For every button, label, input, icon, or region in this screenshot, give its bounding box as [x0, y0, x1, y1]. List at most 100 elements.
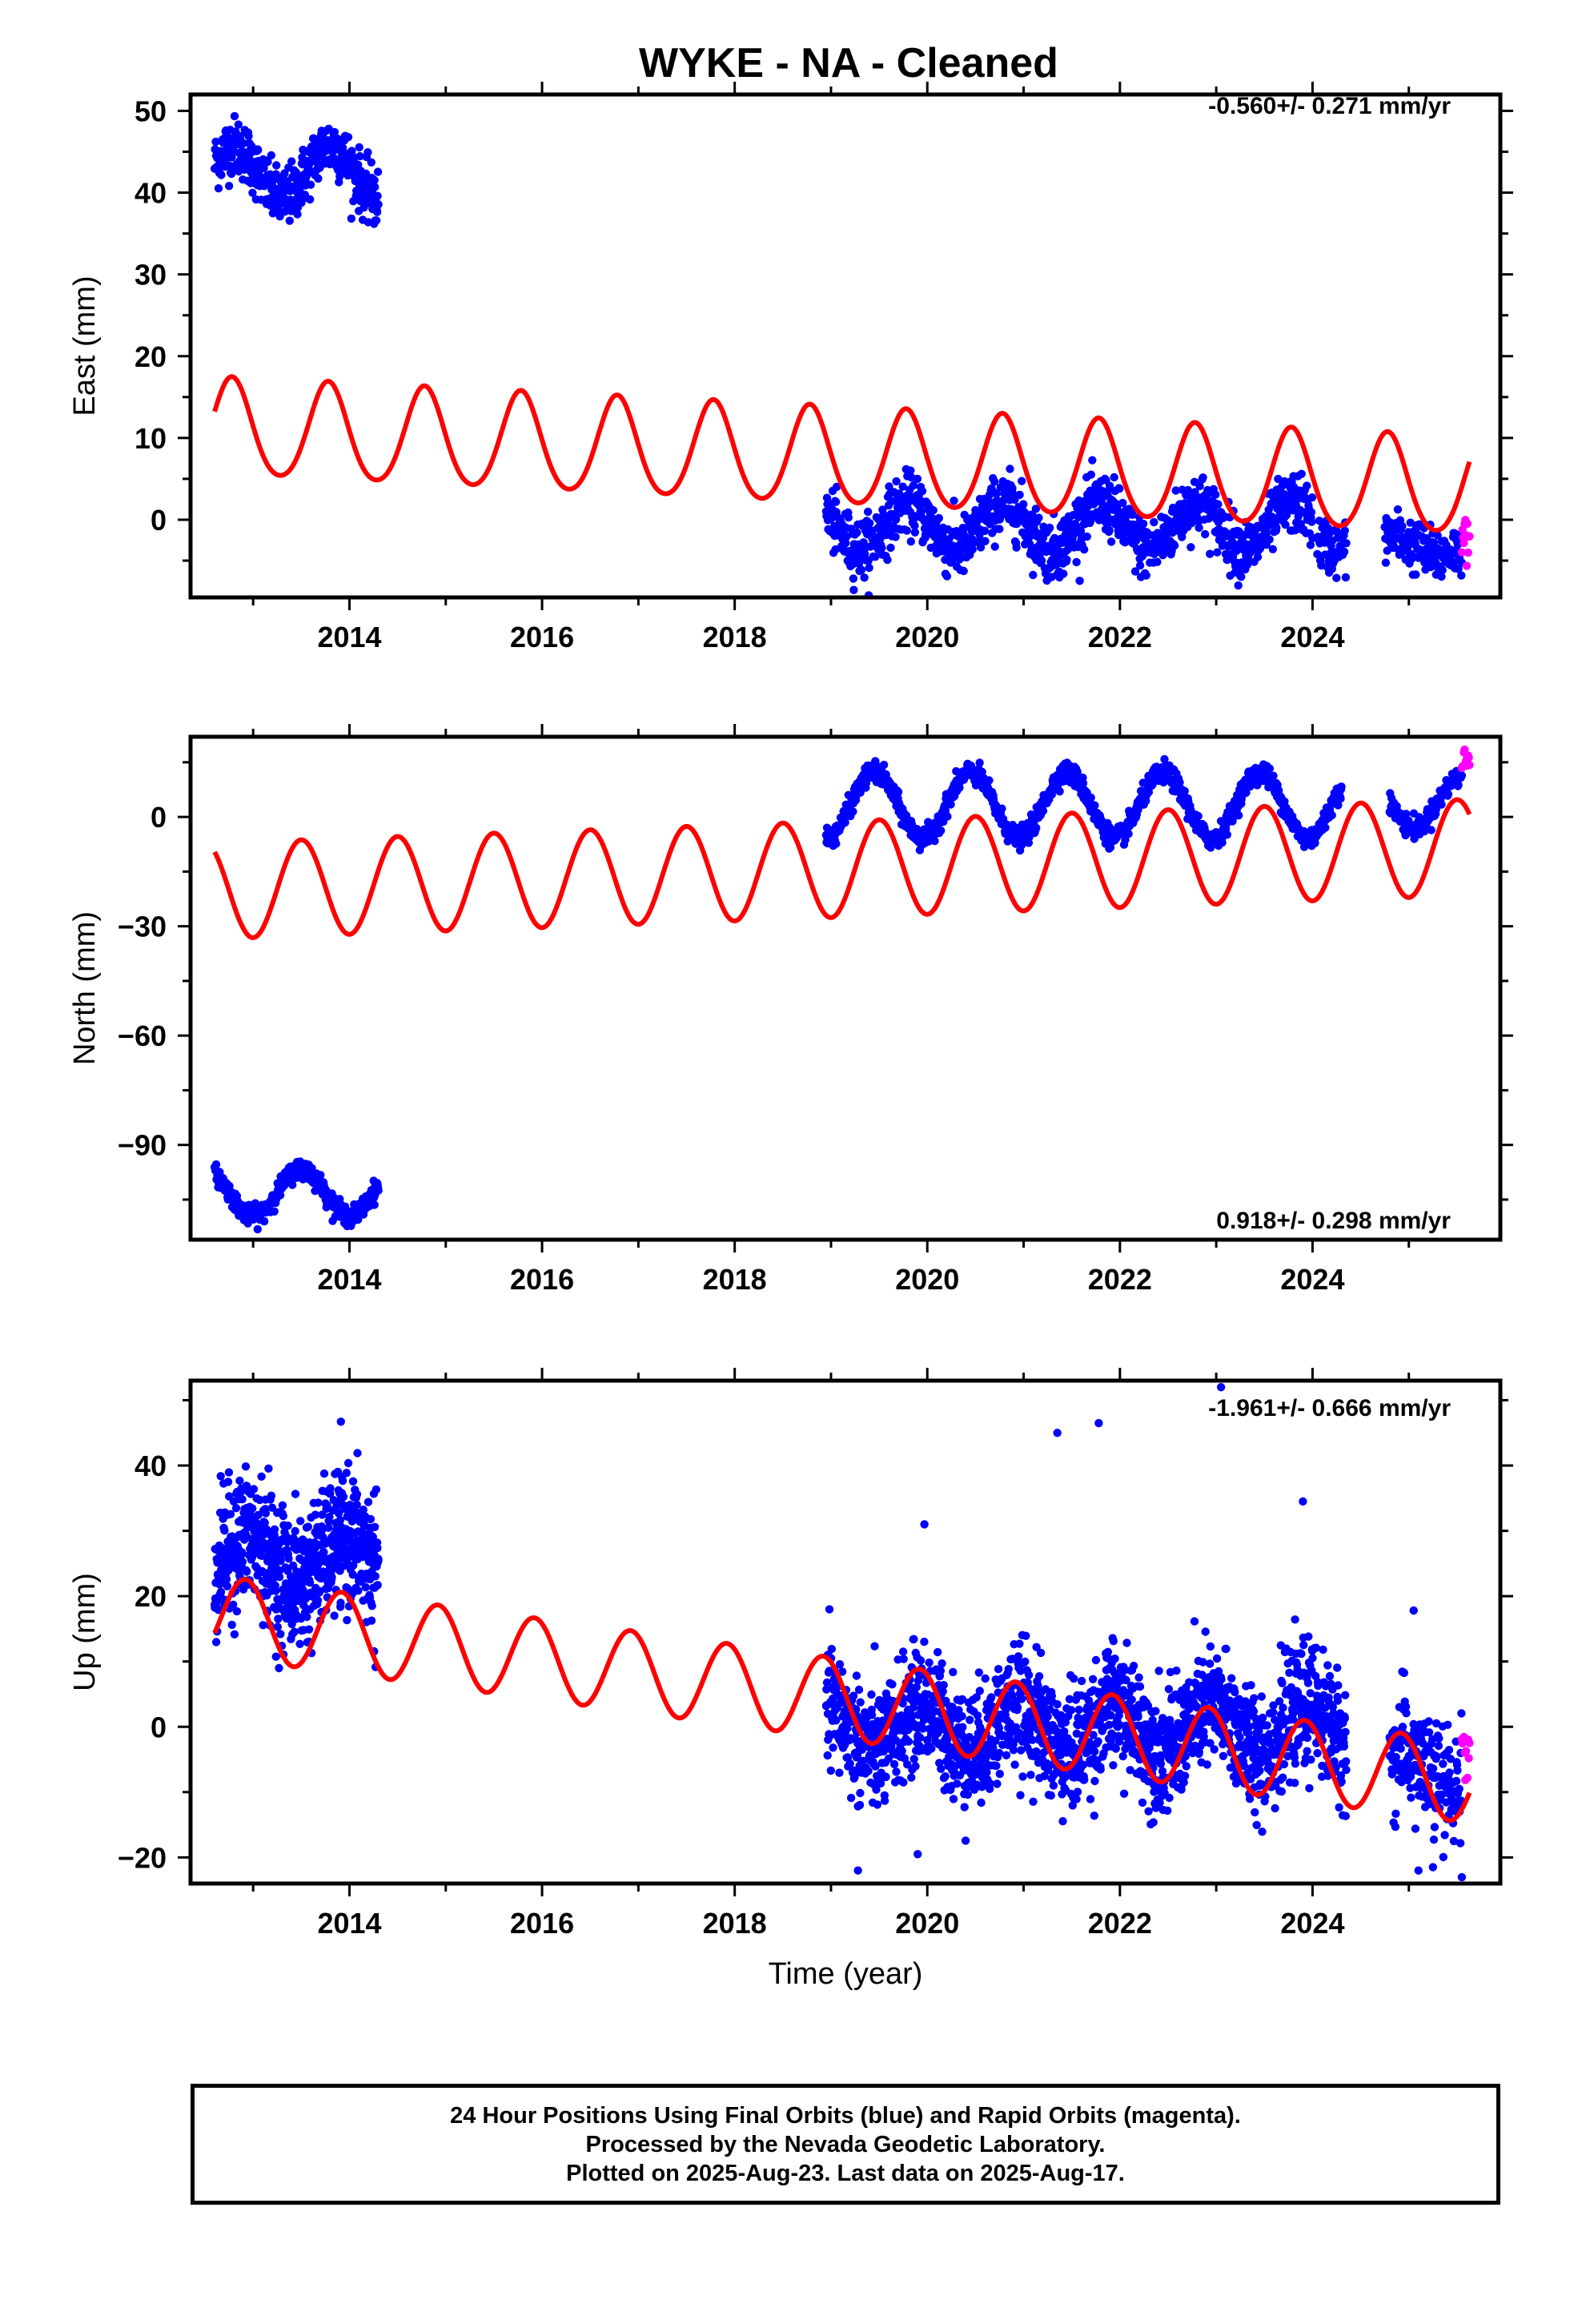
data-point — [1180, 786, 1189, 795]
data-point — [372, 207, 382, 216]
data-point — [963, 1790, 973, 1799]
data-point — [1110, 472, 1118, 482]
data-point — [1454, 781, 1463, 790]
y-tick-label: 40 — [135, 177, 167, 210]
data-point — [349, 1514, 359, 1522]
data-point — [232, 1606, 242, 1616]
x-tick-label: 2022 — [1088, 621, 1152, 653]
data-point — [909, 1634, 918, 1643]
data-point — [1008, 489, 1018, 498]
data-point — [352, 1500, 361, 1510]
data-point — [257, 1472, 266, 1482]
data-point — [1211, 490, 1220, 499]
data-point — [226, 1510, 235, 1518]
data-point — [296, 1517, 305, 1526]
data-point — [892, 476, 901, 486]
data-point — [326, 1484, 335, 1493]
data-point — [339, 1492, 348, 1502]
data-point — [1307, 493, 1317, 502]
data-point — [865, 563, 873, 573]
data-point — [343, 1615, 351, 1625]
data-point — [883, 555, 892, 565]
data-point — [1253, 553, 1263, 561]
data-point — [1170, 541, 1179, 550]
x-tick-label: 2024 — [1280, 621, 1344, 653]
data-point — [1269, 771, 1278, 780]
data-point — [913, 474, 922, 484]
data-point — [985, 776, 994, 785]
data-point — [909, 1755, 918, 1763]
data-point — [898, 1699, 907, 1708]
data-point — [276, 1630, 285, 1638]
y-axis-label: East (mm) — [68, 275, 102, 416]
data-point — [211, 137, 220, 147]
data-point — [1315, 517, 1324, 525]
data-point — [998, 804, 1006, 813]
data-point — [263, 157, 272, 167]
data-point — [1297, 469, 1306, 478]
data-point — [279, 1511, 287, 1521]
data-point — [1150, 517, 1158, 527]
data-point — [854, 1685, 864, 1695]
data-point — [1433, 531, 1442, 540]
data-point — [1206, 549, 1215, 558]
data-point — [1045, 523, 1054, 533]
data-point — [849, 585, 858, 594]
x-tick-label: 2018 — [703, 1263, 767, 1296]
data-point — [1462, 561, 1472, 570]
data-point — [271, 1586, 280, 1595]
data-point — [832, 839, 841, 848]
data-point — [827, 514, 836, 523]
data-point — [889, 1759, 899, 1769]
data-point — [1195, 481, 1204, 491]
data-point — [306, 195, 315, 204]
data-point — [975, 1687, 985, 1695]
data-point — [1265, 535, 1274, 544]
data-point — [311, 1510, 320, 1519]
data-point — [845, 1759, 854, 1768]
data-point — [355, 151, 364, 161]
data-point — [1281, 521, 1290, 529]
data-point — [937, 826, 946, 835]
data-point — [846, 1793, 856, 1803]
data-point — [343, 1458, 353, 1468]
x-tick-label: 2020 — [895, 1263, 959, 1296]
data-point — [917, 507, 926, 517]
data-point — [1115, 485, 1124, 493]
data-point — [231, 1504, 241, 1513]
data-point — [224, 1468, 234, 1477]
data-point — [230, 111, 239, 121]
data-point — [223, 1478, 233, 1486]
data-point — [275, 1191, 285, 1200]
data-point — [336, 1417, 345, 1426]
data-point — [1263, 528, 1271, 537]
data-point — [1398, 521, 1407, 531]
data-point — [316, 1171, 325, 1180]
data-point — [942, 572, 952, 581]
data-point — [886, 543, 895, 553]
data-point — [367, 158, 375, 167]
data-point — [1029, 570, 1038, 580]
data-point — [1118, 498, 1127, 508]
data-point — [214, 184, 223, 193]
data-point — [1234, 581, 1243, 590]
data-point — [877, 543, 886, 553]
data-point — [1121, 835, 1130, 845]
data-point — [853, 528, 861, 537]
y-tick-label: −60 — [118, 1019, 167, 1052]
data-point — [1142, 571, 1150, 580]
data-point — [1034, 513, 1043, 522]
data-point — [1457, 548, 1467, 557]
data-point — [1019, 500, 1028, 509]
data-point — [1135, 561, 1145, 570]
data-point — [371, 1572, 379, 1581]
data-point — [1336, 794, 1345, 803]
data-point — [222, 1574, 231, 1584]
data-point — [295, 1639, 304, 1648]
data-point — [1006, 464, 1014, 473]
data-point — [1393, 505, 1403, 514]
data-point — [879, 760, 889, 770]
data-point — [879, 510, 888, 519]
data-point — [1076, 527, 1086, 536]
data-point — [1340, 526, 1349, 535]
